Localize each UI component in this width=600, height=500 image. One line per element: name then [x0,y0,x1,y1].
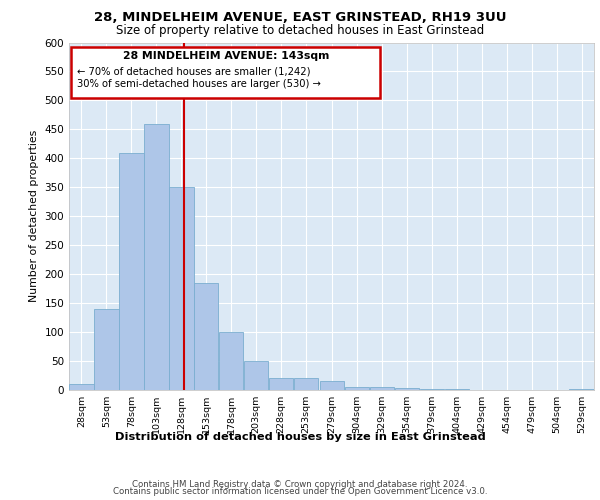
Bar [419,389,444,390]
Bar [320,382,344,390]
Bar [194,283,218,390]
Text: Size of property relative to detached houses in East Grinstead: Size of property relative to detached ho… [116,24,484,37]
FancyBboxPatch shape [71,46,380,98]
Bar [219,332,244,390]
Bar [395,388,419,390]
Text: 28 MINDELHEIM AVENUE: 143sqm: 28 MINDELHEIM AVENUE: 143sqm [122,51,329,61]
Bar [345,387,369,390]
Text: 28, MINDELHEIM AVENUE, EAST GRINSTEAD, RH19 3UU: 28, MINDELHEIM AVENUE, EAST GRINSTEAD, R… [94,11,506,24]
Text: ← 70% of detached houses are smaller (1,242): ← 70% of detached houses are smaller (1,… [77,66,310,76]
Bar [269,378,293,390]
Y-axis label: Number of detached properties: Number of detached properties [29,130,39,302]
Text: 30% of semi-detached houses are larger (530) →: 30% of semi-detached houses are larger (… [77,79,321,89]
Bar [69,384,94,390]
Text: Contains public sector information licensed under the Open Government Licence v3: Contains public sector information licen… [113,487,487,496]
Bar [370,387,394,390]
Bar [144,124,169,390]
Text: Contains HM Land Registry data © Crown copyright and database right 2024.: Contains HM Land Registry data © Crown c… [132,480,468,489]
Bar [244,361,268,390]
Text: Distribution of detached houses by size in East Grinstead: Distribution of detached houses by size … [115,432,485,442]
Bar [169,188,194,390]
Bar [294,378,318,390]
Bar [119,152,143,390]
Bar [94,309,119,390]
